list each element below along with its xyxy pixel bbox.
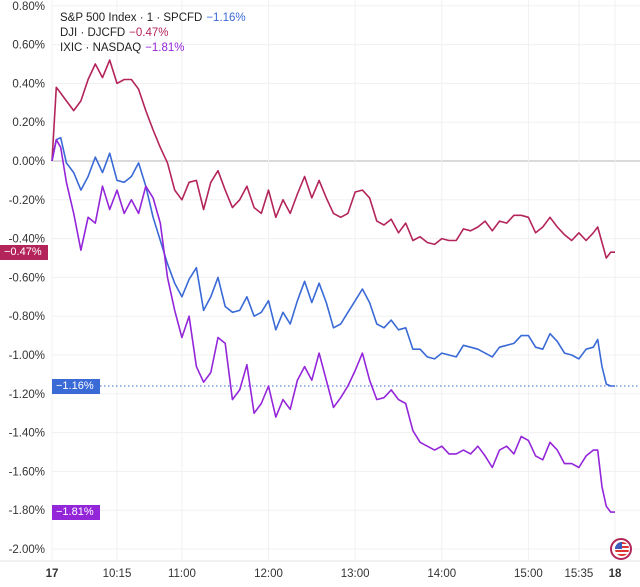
y-tick-label: 0.60%	[12, 40, 45, 52]
x-tick-label: 11:00	[168, 568, 196, 580]
y-axis: 0.80% 0.60% 0.40% 0.20% 0.00% -0.20% -0.40% -0.…	[9, 1, 45, 556]
x-tick-label: 13:00	[341, 568, 370, 580]
y-tick-label: -1.60%	[9, 466, 45, 478]
y-tick-label: -0.80%	[9, 311, 45, 323]
y-tick-label: -1.20%	[9, 389, 45, 401]
y-tick-label: -0.40%	[9, 234, 45, 246]
legend-name: IXIC · NASDAQ	[60, 42, 142, 54]
last-value-badge-ixic: −1.81%	[52, 504, 100, 520]
y-tick-label: -1.40%	[9, 428, 45, 440]
series-line-dji[interactable]	[51, 59, 615, 259]
legend-change: −0.47%	[129, 27, 169, 39]
last-value-badge-dji: −0.47%	[0, 244, 48, 260]
x-tick-label: 14:00	[427, 568, 456, 580]
us-flag-icon[interactable]	[610, 538, 632, 560]
series-line-ixic[interactable]	[51, 138, 615, 513]
legend-name: S&P 500 Index · 1 · SPCFD	[60, 12, 203, 24]
x-tick-label: 17	[46, 568, 59, 580]
y-tick-label: 0.40%	[12, 78, 45, 90]
grid	[0, 0, 640, 562]
legend-change: −1.81%	[145, 42, 185, 54]
x-tick-label: 15:35	[565, 568, 594, 580]
y-tick-label: -0.20%	[9, 195, 45, 207]
legend-item-spx[interactable]: S&P 500 Index · 1 · SPCFD −1.16%	[60, 11, 246, 26]
y-tick-label: 0.00%	[12, 156, 45, 168]
y-tick-label: -1.80%	[9, 505, 45, 517]
x-tick-label: 15:00	[514, 568, 543, 580]
x-tick-label: 10:15	[103, 568, 132, 580]
x-tick-label: 12:00	[254, 568, 283, 580]
legend-change: −1.16%	[206, 12, 246, 24]
x-axis: 17 10:15 11:00 12:00 13:00 14:00 15:00 15:35 18	[46, 568, 622, 580]
legend-item-ixic[interactable]: IXIC · NASDAQ −1.81%	[60, 41, 246, 56]
legend: S&P 500 Index · 1 · SPCFD −1.16% DJI · DJ…	[60, 11, 246, 56]
y-tick-label: 0.80%	[12, 1, 45, 13]
series-line-spx[interactable]	[51, 136, 615, 387]
last-value-badge-spx: −1.16%	[52, 378, 100, 394]
y-tick-label: -1.00%	[9, 350, 45, 362]
y-tick-label: -2.00%	[9, 544, 45, 556]
x-tick-label: 18	[609, 568, 622, 580]
legend-item-dji[interactable]: DJI · DJCFD −0.47%	[60, 26, 246, 41]
series-lines	[51, 59, 615, 513]
y-tick-label: -0.60%	[9, 272, 45, 284]
legend-name: DJI · DJCFD	[60, 27, 126, 39]
y-tick-label: 0.20%	[12, 117, 45, 129]
